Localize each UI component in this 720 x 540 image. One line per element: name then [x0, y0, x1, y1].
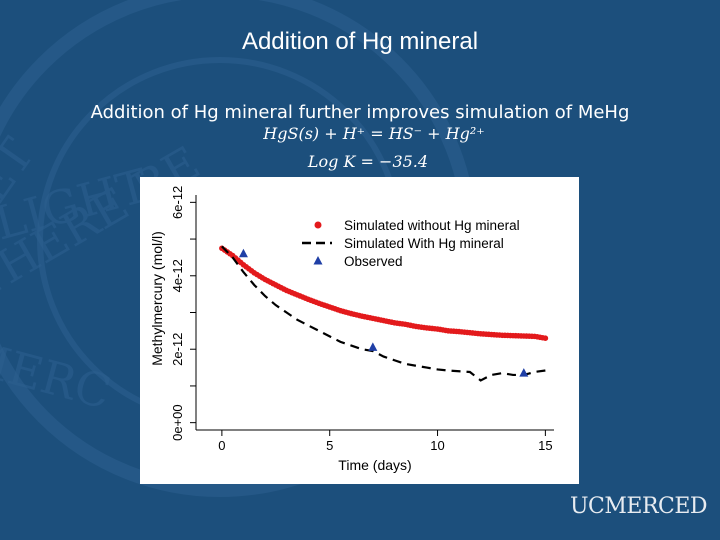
y-tick-label: 6e-12	[170, 186, 185, 219]
svg-text:LIGHT: LIGHT	[0, 158, 154, 251]
svg-text:LET: LET	[0, 128, 45, 237]
y-axis-label: Methylmercury (mol/l)	[149, 231, 165, 366]
x-tick-label: 0	[218, 438, 225, 453]
reaction-equation: HgS(s) + H⁺ = HS⁻ + Hg²⁺	[263, 124, 485, 143]
uc-merced-logo: UCMERCED	[570, 494, 708, 519]
slide-subtitle: Addition of Hg mineral further improves …	[90, 102, 630, 123]
observed-point	[368, 342, 378, 351]
y-tick-label: 0e+00	[170, 404, 185, 441]
slide-title: Addition of Hg mineral	[241, 28, 479, 55]
x-axis-label: Time (days)	[338, 457, 411, 473]
x-tick-label: 5	[326, 438, 333, 453]
methylmercury-chart: 0 5 10 15 0e+00 2e-12 4e-12 6e-12 Time (days) Met…	[149, 186, 554, 473]
legend-label: Observed	[344, 254, 403, 269]
observed-point	[238, 248, 248, 258]
equilibrium-constant: Log K = −35.4	[307, 152, 429, 171]
legend-label: Simulated With Hg mineral	[344, 236, 504, 251]
legend-label: Simulated without Hg mineral	[344, 218, 520, 233]
x-tick-label: 15	[538, 438, 552, 453]
legend-marker-without-hg-mineral	[314, 221, 322, 229]
observed-point	[519, 368, 529, 377]
series-line-with-hg-mineral	[221, 245, 546, 382]
y-tick-label: 4e-12	[170, 259, 185, 292]
y-tick-label: 2e-12	[170, 333, 185, 366]
svg-text:MERC: MERC	[0, 328, 117, 419]
x-tick-label: 10	[430, 438, 444, 453]
point-without-hg-mineral	[542, 335, 549, 342]
legend-marker-observed	[313, 256, 323, 265]
chart-panel: 0 5 10 15 0e+00 2e-12 4e-12 6e-12 Time (days) Met…	[140, 177, 579, 484]
